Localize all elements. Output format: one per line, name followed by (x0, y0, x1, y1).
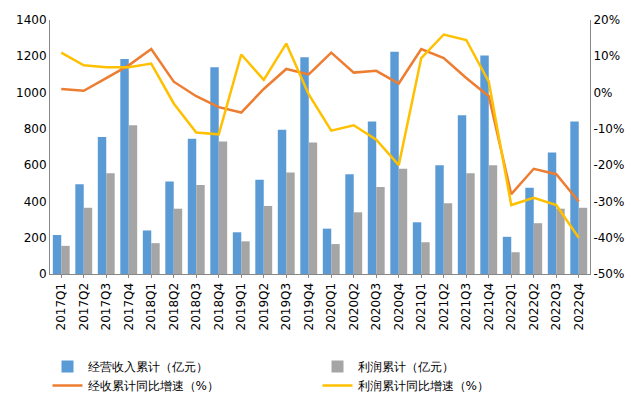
svg-text:2019Q1: 2019Q1 (234, 283, 248, 331)
svg-text:20%: 20% (593, 13, 620, 27)
svg-text:-20%: -20% (593, 158, 624, 172)
svg-text:-50%: -50% (593, 267, 624, 281)
svg-text:2017Q3: 2017Q3 (99, 283, 113, 331)
svg-text:2018Q3: 2018Q3 (189, 283, 203, 331)
svg-text:经营收入累计（亿元）: 经营收入累计（亿元） (88, 360, 208, 374)
svg-text:2020Q3: 2020Q3 (369, 283, 383, 331)
svg-text:2018Q4: 2018Q4 (212, 283, 226, 331)
svg-text:2021Q3: 2021Q3 (459, 283, 473, 331)
svg-text:10%: 10% (593, 49, 620, 63)
svg-text:2022Q3: 2022Q3 (549, 283, 563, 331)
svg-text:2017Q1: 2017Q1 (54, 283, 68, 331)
svg-text:2022Q1: 2022Q1 (504, 283, 518, 331)
svg-text:2020Q4: 2020Q4 (392, 283, 406, 331)
svg-text:2019Q3: 2019Q3 (279, 283, 293, 331)
svg-text:2019Q4: 2019Q4 (302, 283, 316, 331)
svg-text:2022Q4: 2022Q4 (572, 283, 586, 331)
svg-text:2019Q2: 2019Q2 (257, 283, 271, 331)
svg-text:利润累计同比增速（%）: 利润累计同比增速（%） (358, 379, 489, 393)
svg-text:2020Q1: 2020Q1 (324, 283, 338, 331)
svg-text:2022Q2: 2022Q2 (527, 283, 541, 331)
svg-text:利润累计（亿元）: 利润累计（亿元） (358, 360, 454, 374)
svg-text:2020Q2: 2020Q2 (347, 283, 361, 331)
svg-text:2017Q2: 2017Q2 (77, 283, 91, 331)
svg-text:600: 600 (24, 158, 47, 172)
svg-text:1400: 1400 (16, 13, 47, 27)
svg-text:2021Q1: 2021Q1 (414, 283, 428, 331)
svg-text:2018Q2: 2018Q2 (167, 283, 181, 331)
svg-text:1000: 1000 (16, 86, 47, 100)
svg-text:2018Q1: 2018Q1 (144, 283, 158, 331)
svg-text:经收累计同比增速（%）: 经收累计同比增速（%） (88, 379, 219, 393)
svg-text:-30%: -30% (593, 195, 624, 209)
svg-text:1200: 1200 (16, 49, 47, 63)
svg-text:200: 200 (24, 231, 47, 245)
svg-text:400: 400 (24, 195, 47, 209)
svg-text:2017Q4: 2017Q4 (122, 283, 136, 331)
svg-text:0: 0 (39, 267, 47, 281)
svg-text:-10%: -10% (593, 122, 624, 136)
svg-text:0%: 0% (593, 86, 612, 100)
svg-text:2021Q2: 2021Q2 (437, 283, 451, 331)
svg-text:-40%: -40% (593, 231, 624, 245)
svg-text:800: 800 (24, 122, 47, 136)
svg-text:2021Q4: 2021Q4 (482, 283, 496, 331)
